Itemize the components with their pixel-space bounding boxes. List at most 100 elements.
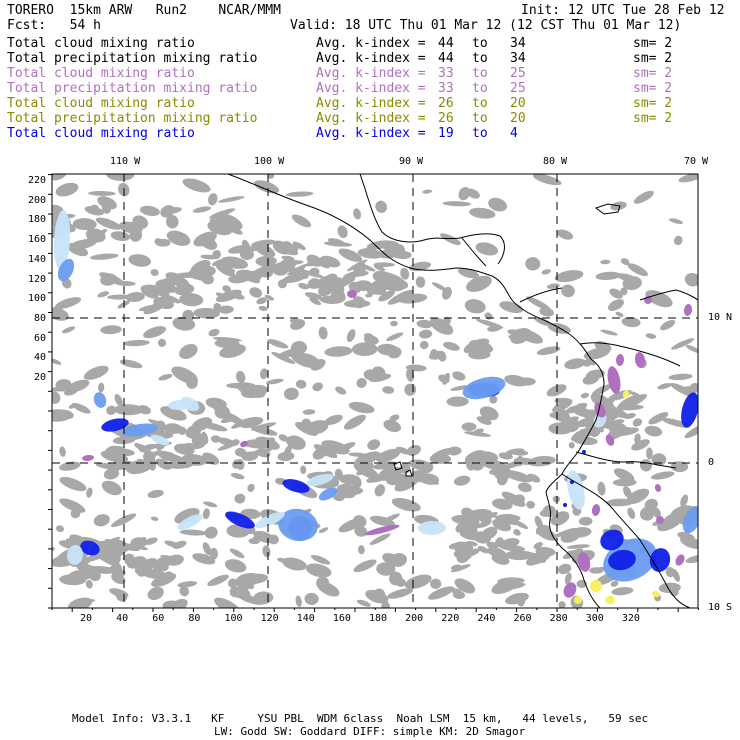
gray-cloud-patch [377,343,399,356]
gray-cloud-patch [620,258,630,266]
gray-cloud-patch [251,422,277,431]
gray-cloud-patch [430,448,453,461]
gray-cloud-patch [512,554,521,560]
gray-cloud-patch [122,553,134,562]
dark-dot [563,503,567,507]
kindex-to: 25 [510,81,526,96]
gray-cloud-patch [500,459,526,470]
gray-cloud-patch [191,436,201,445]
field-name: Total precipitation mixing ratio [7,51,258,66]
country-border-4 [575,451,677,469]
gray-cloud-patch [104,543,121,557]
x-tick-label: 320 [621,613,640,624]
precip-patch [66,545,84,565]
gray-cloud-patch [81,536,102,544]
gray-cloud-patch [138,304,158,312]
smoothing: sm= 2 [633,111,673,126]
gray-cloud-patch [215,289,242,303]
gray-cloud-patch [216,213,243,231]
gray-cloud-patch [249,287,262,298]
gray-cloud-patch [55,182,79,197]
gray-cloud-patch [319,295,344,304]
y-tick-label: 120 [27,273,46,285]
precip-patch [682,506,698,534]
gray-cloud-patch [600,259,611,265]
field-row: Total precipitation mixing ratio Avg. k-i… [7,51,735,66]
gray-cloud-patch [110,231,131,242]
gray-cloud-patch [631,439,650,451]
x-tick-label: 100 [224,613,243,624]
run-title: TORERO 15km ARW Run2 NCAR/MMM [7,3,281,18]
precip-patch [318,487,338,501]
gray-cloud-patch [492,518,512,532]
coastline-mexico [227,174,593,361]
gray-cloud-patch [357,545,365,555]
gray-cloud-patch [650,471,675,480]
yellow-patch [574,596,582,604]
gray-cloud-patch [228,244,252,254]
gray-cloud-patch [285,191,314,197]
gray-cloud-patch [162,600,181,608]
gray-cloud-patch [182,309,195,322]
gray-cloud-patch [99,272,124,285]
gray-cloud-patch [517,377,536,386]
gray-cloud-patch [330,291,339,298]
gray-cloud-patch [182,178,211,193]
gray-cloud-patch [660,319,676,331]
gray-cloud-patch [533,542,543,549]
gray-cloud-patch [539,307,554,317]
y-tick-label: 180 [27,214,46,226]
gray-cloud-patch [95,553,121,568]
gray-cloud-patch [481,516,492,526]
gray-cloud-patch [310,359,326,371]
gray-cloud-patch [123,405,134,415]
gray-cloud-patch [390,553,407,567]
gray-cloud-patch [536,526,557,541]
x-tick-label: 120 [260,613,279,624]
precip-patch [122,423,158,437]
gray-cloud-patch [234,493,246,504]
gray-cloud-patch [140,285,159,299]
gray-cloud-patch [71,402,91,414]
gray-cloud-patch [536,346,561,356]
gray-cloud-patch [237,594,264,605]
lon-label: 90 W [399,156,424,167]
gray-cloud-patch [245,448,273,458]
field-row: Total precipitation mixing ratio Avg. k-i… [7,111,735,126]
kindex-from: 19 [438,126,454,141]
gray-cloud-patch [309,267,320,277]
precip-patch [180,396,200,412]
precip-patch [306,473,334,487]
gray-cloud-patch [85,579,93,589]
gray-cloud-patch [179,343,198,359]
gray-cloud-patch [110,513,137,528]
gray-cloud-patch [150,269,159,276]
gray-cloud-patch [174,283,195,296]
precip-patch [225,511,255,529]
gray-cloud-patch [450,564,471,573]
purple-patch [634,352,646,368]
gray-cloud-patch [258,305,268,311]
yellow-patch [590,580,602,592]
gray-cloud-patch [627,263,648,277]
gray-cloud-patch [351,342,378,356]
gray-cloud-patch [89,253,119,260]
gray-cloud-patch [616,273,638,282]
gray-cloud-patch [652,507,661,519]
gray-cloud-patch [374,484,386,497]
x-tick-label: 200 [405,613,424,624]
gray-cloud-patch [469,207,496,219]
gray-cloud-patch [258,436,275,446]
gray-cloud-patch [52,409,72,422]
gray-cloud-patch [137,405,151,415]
gray-cloud-patch [179,529,207,536]
gray-cloud-patch [454,578,476,594]
gray-cloud-patch [344,483,360,493]
precip-patch [93,392,107,408]
gray-cloud-patch [260,368,268,380]
purple-patch [656,516,664,524]
model-physics: LW: Godd SW: Goddard DIFF: simple KM: 2D… [214,725,526,738]
smoothing: sm= 2 [633,81,673,96]
gray-cloud-patch [291,214,312,228]
precip-patch [681,392,698,428]
